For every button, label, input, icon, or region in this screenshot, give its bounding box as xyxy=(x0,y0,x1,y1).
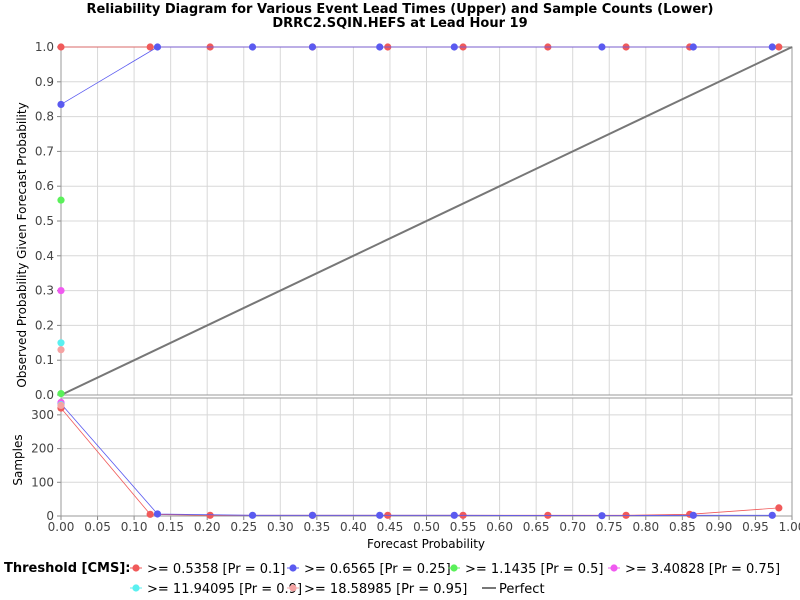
lower-y-tick-label: 0 xyxy=(46,509,54,523)
x-tick-label: 0.85 xyxy=(669,520,696,534)
x-tick-label: 0.70 xyxy=(559,520,586,534)
x-tick-label: 0.55 xyxy=(450,520,477,534)
legend-label-3: >= 1.1435 [Pr = 0.5] xyxy=(465,562,603,577)
lower-series-2-point xyxy=(248,511,257,519)
upper-series-2-point xyxy=(248,43,257,51)
lower-y-axis-label: Samples xyxy=(11,434,25,485)
upper-series-2-point xyxy=(153,43,162,51)
upper-series-1-point xyxy=(775,43,783,51)
x-tick-label: 0.60 xyxy=(486,520,513,534)
x-tick-label: 0.95 xyxy=(742,520,769,534)
x-tick-label: 0.80 xyxy=(632,520,659,534)
lower-y-tick-label: 100 xyxy=(31,475,54,489)
lower-y-tick-label: 300 xyxy=(31,408,54,422)
upper-y-tick-label: 1.0 xyxy=(35,40,54,54)
legend-swatch-1 xyxy=(132,564,140,572)
lower-series-1-point xyxy=(146,510,154,518)
upper-y-tick-label: 0.2 xyxy=(35,318,54,332)
lower-series-1-point xyxy=(775,504,783,512)
x-tick-label: 0.10 xyxy=(121,520,148,534)
legend-label-1: >= 0.5358 [Pr = 0.1] xyxy=(147,562,285,577)
perfect-reliability-line xyxy=(60,46,793,396)
x-tick-label: 0.30 xyxy=(267,520,294,534)
lower-series-6-point xyxy=(57,401,65,410)
x-tick-label: 1.00 xyxy=(779,520,800,534)
upper-series-2-point xyxy=(598,43,606,51)
legend-swatch-5 xyxy=(132,584,140,592)
chart-subtitle: DRRC2.SQIN.HEFS at Lead Hour 19 xyxy=(272,16,527,31)
legend-swatch-4 xyxy=(610,564,618,572)
upper-y-tick-label: 0.0 xyxy=(35,388,54,402)
upper-series-1-point xyxy=(146,43,154,51)
upper-y-tick-label: 0.8 xyxy=(35,110,54,124)
x-tick-label: 0.45 xyxy=(377,520,404,534)
lower-samples-panel: 0 100 200 300 0.00 0.05 0.10 0.15 0.20 0.25 0.30 0.… xyxy=(31,390,800,534)
upper-series-4-point xyxy=(57,287,65,295)
legend-label-6: >= 18.58985 [Pr = 0.95] xyxy=(304,582,467,597)
legend-label-7: Perfect xyxy=(499,582,545,597)
legend-label-4: >= 3.40828 [Pr = 0.75] xyxy=(625,562,780,577)
x-tick-label: 0.40 xyxy=(340,520,367,534)
upper-y-tick-label: 0.3 xyxy=(35,284,54,298)
upper-series-6-point xyxy=(57,346,65,354)
lower-series-1-point xyxy=(206,511,214,519)
x-axis-label: Forecast Probability xyxy=(367,537,485,551)
x-tick-label: 0.50 xyxy=(413,520,440,534)
x-tick-label: 0.25 xyxy=(230,520,257,534)
upper-y-tick-label: 0.6 xyxy=(35,179,54,193)
x-tick-label: 0.75 xyxy=(596,520,623,534)
upper-y-tick-label: 0.4 xyxy=(35,249,54,263)
lower-series-2-point xyxy=(308,511,317,519)
upper-y-tick-label: 0.5 xyxy=(35,214,54,228)
lower-series-2-point xyxy=(598,512,606,520)
legend-swatch-6 xyxy=(289,584,297,592)
upper-y-tick-label: 0.7 xyxy=(35,144,54,158)
upper-series-3-point xyxy=(57,196,65,204)
lower-series-3-point xyxy=(57,390,65,398)
lower-series-2-point xyxy=(153,510,162,518)
upper-series-2-point xyxy=(689,43,697,51)
upper-reliability-panel: 0.0 0.1 0.2 0.3 0.4 0.5 0.6 0.7 0.8 0.9 1.0 xyxy=(35,40,793,402)
upper-y-tick-label: 0.1 xyxy=(35,353,54,367)
upper-y-tick-label: 0.9 xyxy=(35,75,54,89)
upper-series-1-point xyxy=(57,43,65,51)
lower-series-2-point xyxy=(450,511,458,519)
legend: Threshold [CMS]: >= 0.5358 [Pr = 0.1] >= … xyxy=(4,561,780,597)
x-tick-label: 0.15 xyxy=(157,520,184,534)
upper-series-2-point xyxy=(376,43,384,51)
lower-series-2-point xyxy=(376,511,384,519)
upper-series-2-point xyxy=(450,43,458,51)
lower-frame xyxy=(60,397,793,517)
lower-series-2-point xyxy=(689,511,697,519)
chart-title: Reliability Diagram for Various Event Le… xyxy=(86,2,713,17)
upper-series-5-point xyxy=(57,339,65,347)
x-tick-label: 0.90 xyxy=(706,520,733,534)
upper-y-axis-label: Observed Probability Given Forecast Prob… xyxy=(15,102,29,387)
legend-swatch-2 xyxy=(289,564,297,572)
x-tick-label: 0.05 xyxy=(84,520,111,534)
x-tick-label: 0.65 xyxy=(523,520,550,534)
lower-y-tick-label: 200 xyxy=(31,442,54,456)
x-tick-label: 0.35 xyxy=(303,520,330,534)
upper-series-2-point xyxy=(308,43,317,51)
upper-series-2-point xyxy=(57,100,65,109)
x-tick-label: 0.00 xyxy=(48,520,75,534)
lower-series-2-point xyxy=(768,511,776,519)
upper-series-2-point xyxy=(768,43,776,51)
legend-title: Threshold [CMS]: xyxy=(4,561,130,576)
legend-swatch-3 xyxy=(450,564,458,572)
legend-label-5: >= 11.94095 [Pr = 0.9] xyxy=(147,582,302,597)
x-tick-label: 0.20 xyxy=(194,520,221,534)
legend-label-2: >= 0.6565 [Pr = 0.25] xyxy=(304,562,451,577)
